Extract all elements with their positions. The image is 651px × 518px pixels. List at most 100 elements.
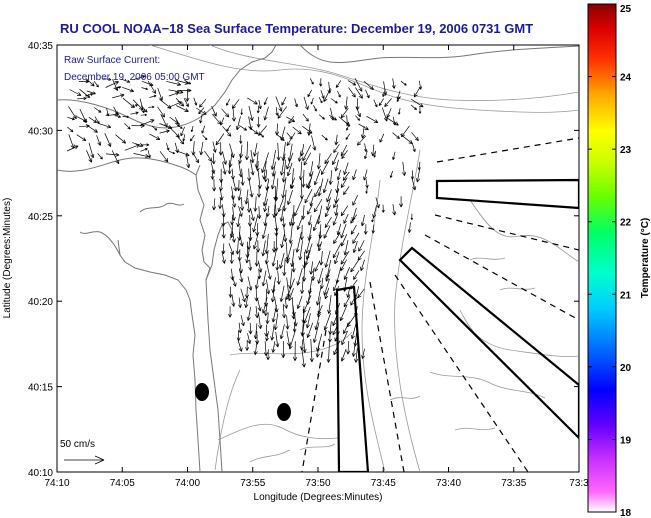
current-vector-arrow <box>235 116 241 131</box>
current-vector-arrow <box>360 214 365 227</box>
current-vector-arrow <box>231 107 236 122</box>
current-vector-arrow <box>353 270 360 280</box>
current-vector-arrow <box>124 123 131 130</box>
current-vector-arrow <box>373 150 377 158</box>
current-vector-arrow <box>246 306 252 321</box>
current-vector-arrow <box>363 169 368 181</box>
current-vector-arrow <box>292 341 298 361</box>
current-vector-arrow <box>175 98 185 107</box>
current-vector-arrow <box>236 214 241 228</box>
current-vector-arrow <box>304 249 311 266</box>
current-vector-arrow <box>285 315 290 330</box>
current-vector-arrow <box>263 97 268 106</box>
x-tick-label: 73:45 <box>371 478 396 489</box>
current-vector-arrow <box>328 170 333 185</box>
current-vector-arrow <box>276 270 281 285</box>
current-vector-arrow <box>350 224 357 235</box>
x-tick-label: 73:40 <box>436 478 461 489</box>
current-vector-arrow <box>340 223 347 239</box>
beam-line-1 <box>436 137 579 163</box>
current-vector-arrow <box>335 80 342 88</box>
current-vector-arrow <box>231 275 237 287</box>
current-vector-arrow <box>263 213 268 227</box>
current-vector-arrow <box>140 105 148 113</box>
current-vector-arrow <box>317 178 324 197</box>
current-vector-arrow <box>389 170 393 178</box>
current-vector-arrow <box>411 177 417 191</box>
current-vector-arrow <box>334 204 339 216</box>
current-vector-arrow <box>411 132 419 142</box>
current-vector-arrow <box>281 177 287 199</box>
current-vector-arrow <box>334 251 340 265</box>
current-vector-arrow <box>292 126 302 135</box>
current-vector-arrow <box>309 261 314 275</box>
current-vector-arrow <box>364 150 368 160</box>
current-vector-arrow <box>159 151 169 163</box>
current-vector-arrow <box>312 322 320 343</box>
y-tick-label: 40:30 <box>28 126 53 137</box>
current-vector-arrow <box>327 331 332 343</box>
bathy-contour-2 <box>209 45 579 101</box>
bathy-contour-5 <box>469 199 579 263</box>
current-vector-arrow <box>306 322 314 338</box>
current-vector-arrow <box>399 196 404 208</box>
x-tick-label: 73:55 <box>240 478 265 489</box>
current-vector-arrow <box>273 204 279 217</box>
current-vector-arrow <box>295 231 302 253</box>
coastline-bay-inlet <box>79 202 185 256</box>
current-vector-arrow <box>340 205 349 217</box>
current-vector-arrow <box>296 215 304 230</box>
current-vector-arrow <box>238 322 242 334</box>
current-vector-arrow <box>69 89 82 96</box>
current-vector-arrow <box>240 288 246 303</box>
current-vector-arrow <box>319 250 324 266</box>
x-tick-label: 73:35 <box>501 478 526 489</box>
current-vector-arrow <box>275 260 280 271</box>
current-vector-arrow <box>332 213 339 226</box>
current-vector-arrow <box>248 322 253 335</box>
current-vector-arrow <box>391 78 396 89</box>
current-vector-arrow <box>245 339 250 351</box>
beam-polygon-south <box>335 285 370 472</box>
bathy-contour-1 <box>149 45 579 113</box>
current-vector-arrow <box>381 204 385 213</box>
current-vector-arrow <box>228 306 233 318</box>
current-vector-arrow <box>324 216 332 228</box>
current-vector-arrow <box>340 144 348 157</box>
current-vector-arrow <box>288 213 294 227</box>
current-vector-arrow <box>180 126 185 137</box>
current-vector-arrow <box>324 250 331 268</box>
current-vector-arrow <box>265 331 269 342</box>
current-vector-arrow <box>249 159 255 176</box>
current-vector-arrow <box>105 81 119 88</box>
current-vector-arrow <box>275 331 280 348</box>
current-vector-arrow <box>274 296 279 313</box>
current-vector-arrow <box>400 80 407 86</box>
current-vector-arrow <box>352 240 358 254</box>
current-vector-arrow <box>97 122 112 129</box>
current-vector-arrow <box>365 89 370 99</box>
current-vector-arrow <box>298 240 303 261</box>
current-vector-arrow <box>316 153 321 170</box>
current-vector-arrow <box>198 107 205 115</box>
current-vector-arrow <box>358 240 365 252</box>
current-vector-arrow <box>248 180 254 198</box>
current-vector-arrow <box>311 135 317 151</box>
current-vector-arrow <box>227 160 232 175</box>
current-vector-arrow <box>330 98 338 104</box>
current-vector-arrow <box>256 116 261 128</box>
current-vector-arrow <box>324 205 331 218</box>
bathy-contour-12 <box>299 395 496 451</box>
current-vector-arrow <box>139 98 145 114</box>
current-vector-arrow <box>286 132 296 146</box>
current-vector-arrow <box>271 305 277 323</box>
current-vector-arrow <box>302 113 309 122</box>
current-vector-arrow <box>300 323 305 337</box>
current-vector-arrow <box>332 279 339 292</box>
current-vector-arrow <box>261 223 267 239</box>
current-vector-arrow <box>300 276 305 294</box>
current-vector-arrow <box>263 169 268 183</box>
current-vector-arrow <box>265 312 270 324</box>
current-vector-arrow <box>253 339 258 355</box>
current-vector-arrow <box>324 287 330 300</box>
